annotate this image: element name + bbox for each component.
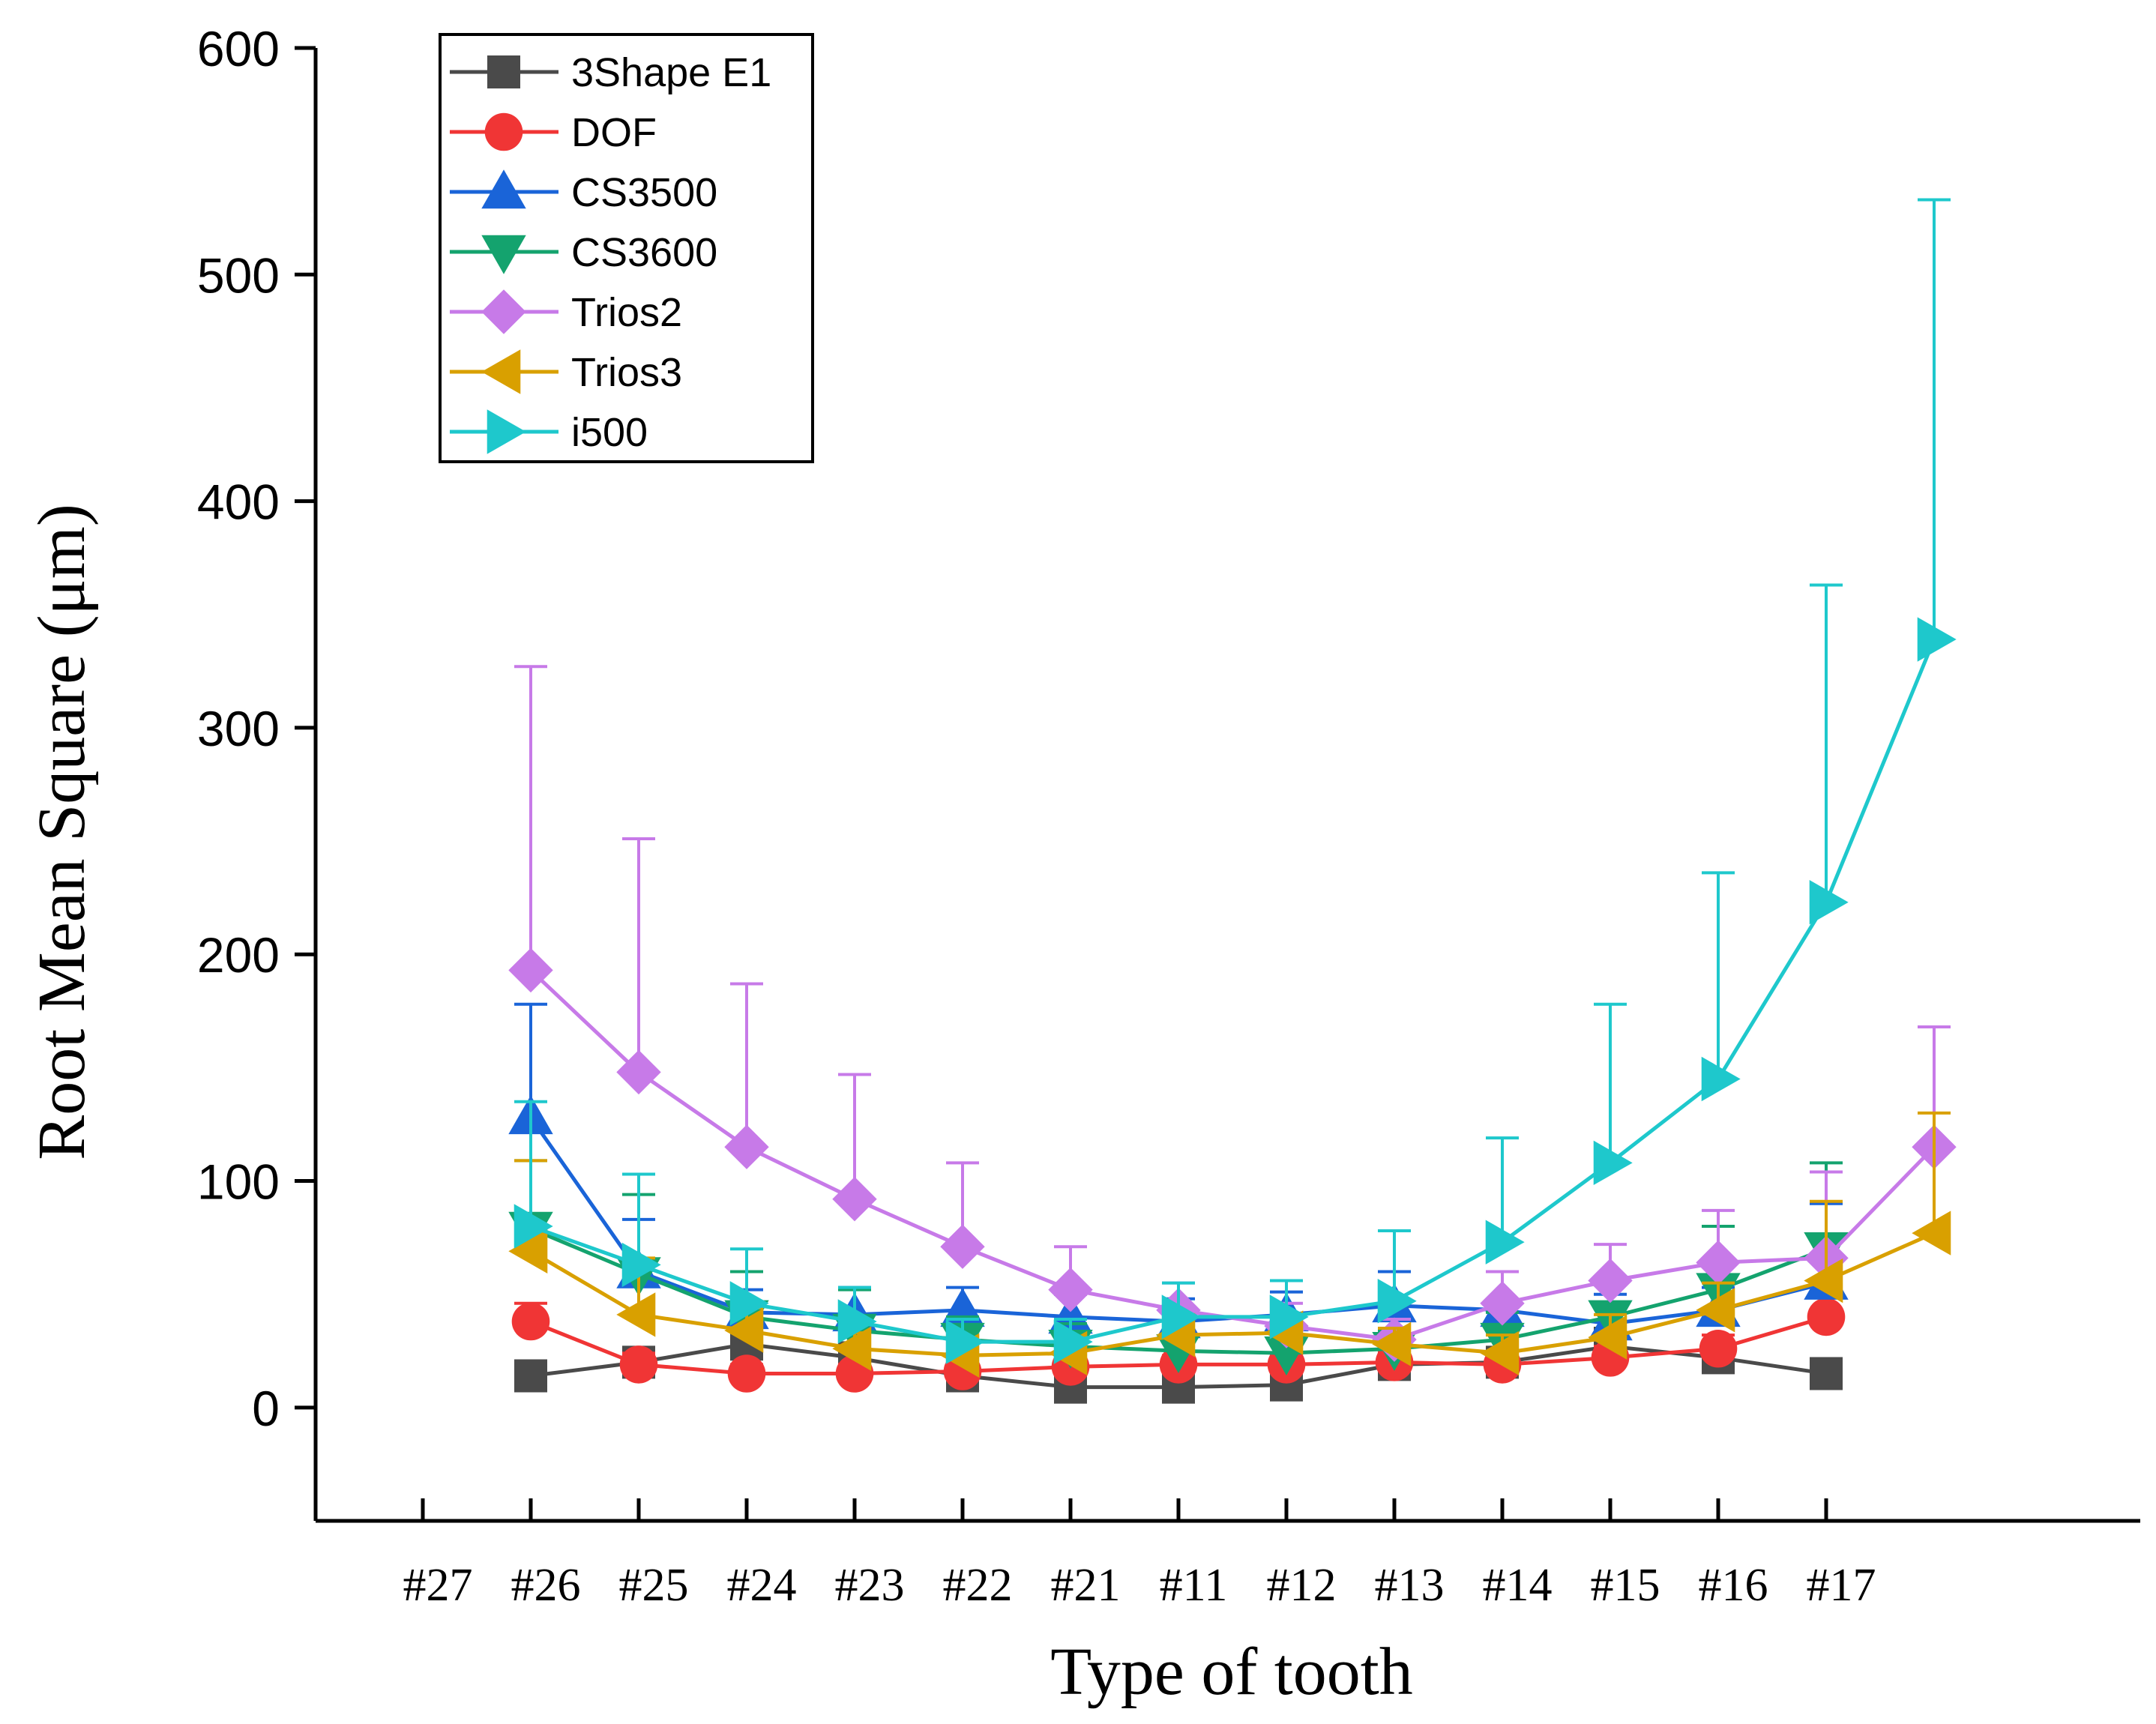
legend-label: DOF — [571, 110, 657, 155]
point-i500 — [1809, 880, 1849, 925]
x-tick-label: #25 — [619, 1560, 689, 1611]
point-trios3 — [1912, 1211, 1951, 1256]
point-trios3 — [832, 1326, 872, 1371]
x-tick-label: #23 — [835, 1560, 905, 1611]
legend: 3Shape E1 DOF CS3500 CS3600 Trios2 Trios3 i500 — [439, 33, 814, 463]
y-tick-label: 100 — [197, 1154, 280, 1210]
legend-item-dof: DOF — [450, 110, 657, 155]
point-trios2 — [508, 947, 553, 993]
y-tick-label: 600 — [197, 21, 280, 76]
line-trios3 — [529, 1231, 1936, 1357]
point-trios3 — [508, 1229, 548, 1274]
legend-item-trios3: Trios3 — [450, 349, 682, 395]
line-i500 — [530, 639, 1936, 1344]
x-tick-label: #26 — [511, 1560, 581, 1611]
point-trios2 — [832, 1177, 877, 1222]
point-trios3 — [616, 1292, 656, 1337]
point-trios3 — [1588, 1315, 1627, 1360]
point-dof — [619, 1345, 658, 1384]
y-tick-label: 200 — [197, 927, 280, 983]
y-tick-label: 0 — [252, 1381, 280, 1436]
x-tick-label: #16 — [1699, 1560, 1768, 1611]
point-i500 — [1269, 1294, 1309, 1339]
legend-item-trios2: Trios2 — [450, 289, 682, 335]
point-i500 — [514, 1204, 553, 1249]
legend-item-3shape-e1: 3Shape E1 — [450, 50, 771, 95]
series-group — [508, 198, 1957, 1404]
legend-marker — [484, 112, 523, 151]
point-i500 — [1593, 1140, 1633, 1186]
point-dof — [727, 1354, 766, 1393]
point-3shape-e1 — [1810, 1357, 1843, 1390]
point-i500 — [837, 1299, 877, 1344]
point-dof — [511, 1302, 550, 1341]
point-trios2 — [1048, 1267, 1093, 1312]
point-trios3 — [1696, 1288, 1735, 1333]
y-tick-label: 400 — [197, 474, 280, 530]
legend-marker — [487, 55, 520, 88]
x-tick-label: #27 — [403, 1560, 473, 1611]
point-trios3 — [724, 1308, 764, 1353]
y-tick-label: 300 — [197, 701, 280, 756]
x-tick-label: #22 — [943, 1560, 1013, 1611]
point-trios2 — [1480, 1281, 1525, 1326]
point-trios3 — [1372, 1321, 1412, 1366]
legend-marker — [481, 349, 521, 394]
legend-marker — [481, 235, 526, 274]
point-i500 — [729, 1281, 769, 1326]
legend-marker — [487, 409, 526, 454]
legend-item-cs3500: CS3500 — [450, 169, 717, 215]
legend-label: CS3500 — [571, 170, 717, 215]
point-dof — [1807, 1297, 1846, 1336]
x-tick-label: #15 — [1591, 1560, 1660, 1611]
y-axis-title: Root Mean Square (μm) — [25, 504, 99, 1160]
point-i500 — [1161, 1294, 1201, 1339]
legend-marker — [481, 169, 526, 209]
point-i500 — [1917, 617, 1957, 662]
legend-item-cs3600: CS3600 — [450, 230, 717, 275]
point-i500 — [1053, 1319, 1093, 1364]
series-trios3 — [508, 1111, 1951, 1378]
legend-item-i500: i500 — [450, 409, 648, 455]
series-trios2 — [508, 665, 1957, 1362]
point-trios2 — [940, 1224, 985, 1269]
point-trios2 — [1588, 1258, 1633, 1303]
point-i500 — [945, 1319, 985, 1364]
x-tick-label: #24 — [727, 1560, 797, 1611]
x-tick-label: #21 — [1051, 1560, 1121, 1611]
point-3shape-e1 — [514, 1359, 547, 1393]
legend-label: CS3600 — [571, 230, 717, 275]
point-trios3 — [1804, 1258, 1843, 1303]
point-i500 — [1485, 1220, 1525, 1265]
point-i500 — [1377, 1279, 1417, 1324]
x-tick-label: #12 — [1267, 1560, 1337, 1611]
legend-label: Trios2 — [571, 290, 682, 335]
legend-label: 3Shape E1 — [571, 50, 771, 95]
x-tick-label: #17 — [1807, 1560, 1876, 1611]
legend-marker — [481, 289, 526, 334]
point-trios3 — [1480, 1330, 1520, 1375]
legend-label: Trios3 — [571, 350, 682, 395]
x-tick-label: #14 — [1483, 1560, 1553, 1611]
x-tick-label: #13 — [1375, 1560, 1445, 1611]
point-dof — [1699, 1329, 1738, 1368]
axes-group: 0 100 200 300 400 500 600 #27 #26 #25 #24 #23 #22 #21… — [197, 21, 2140, 1611]
series-i500 — [514, 198, 1957, 1364]
x-tick-label: #11 — [1160, 1560, 1228, 1611]
x-axis-title: Type of tooth — [1050, 1635, 1413, 1709]
point-trios2 — [1696, 1240, 1741, 1286]
point-i500 — [1701, 1056, 1741, 1102]
point-trios2 — [616, 1049, 661, 1095]
point-trios2 — [724, 1124, 769, 1169]
point-i500 — [621, 1242, 661, 1288]
y-tick-label: 500 — [197, 247, 280, 303]
legend-label: i500 — [571, 410, 648, 455]
